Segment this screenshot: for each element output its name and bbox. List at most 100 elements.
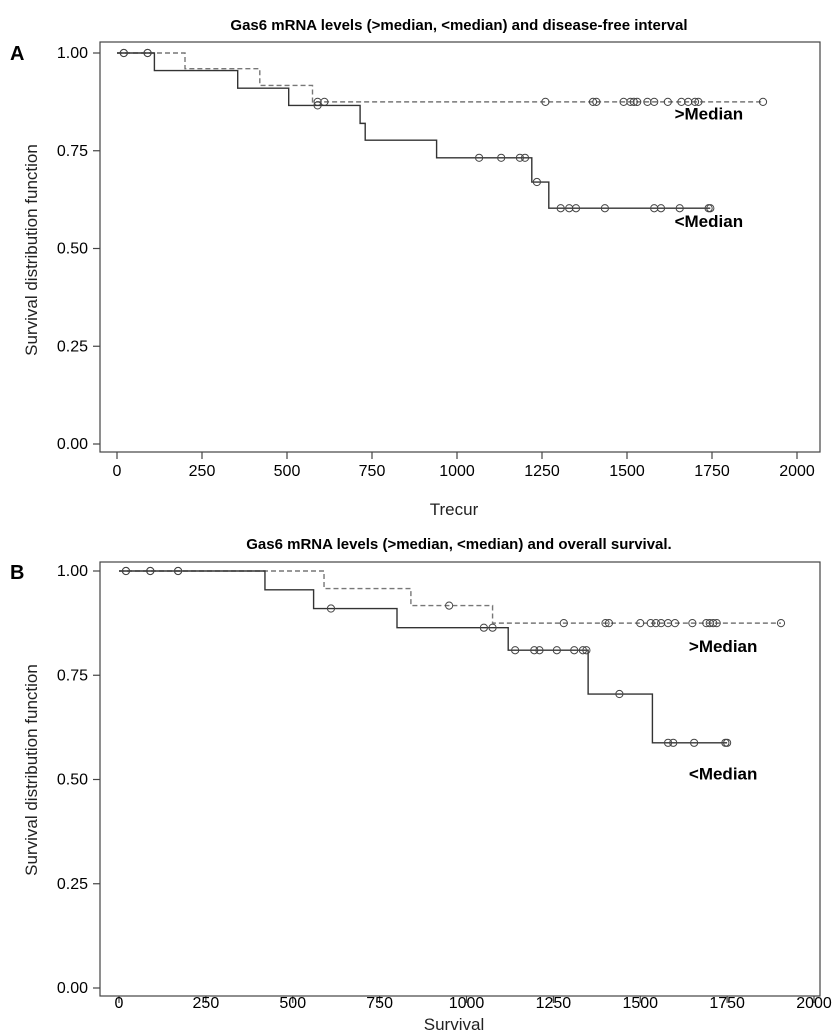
panel-b-below-median-censor-point <box>663 738 673 747</box>
panel-b-below-median-censor-point <box>552 646 561 655</box>
panel-b-x-tick-label: 1250 <box>536 995 572 1012</box>
panel-b-y-tick-label: 0.00 <box>57 980 88 997</box>
panel-a-above-median-censor-point <box>758 97 768 106</box>
panel-b-series-label: >Median <box>689 637 758 656</box>
panel-b-x-tick-label: 1500 <box>622 995 658 1012</box>
panel-a-below-median-censor-point <box>475 153 484 162</box>
panel-b-above-median-censor-point <box>559 619 568 628</box>
panel-b-below-median-censor-point <box>570 646 579 655</box>
panel-b-below-median-censor-point <box>723 738 732 747</box>
panel-b-below-median-censor-point <box>326 604 336 613</box>
panel-a-above-median-censor-point <box>592 97 601 106</box>
panel-a-below-median-censor-point <box>706 204 715 213</box>
panel-a-above-median-censor-point <box>633 97 642 106</box>
panel-b-series-label: <Median <box>689 765 758 784</box>
panel-a-above-median-censor-point <box>629 97 638 106</box>
panel-a-letter: A <box>10 43 24 65</box>
panel-b-x-tick-label: 2000 <box>796 995 832 1012</box>
panel-a-above-median-censor-point <box>588 97 598 106</box>
panel-a-y-axis-label: Survival distribution function <box>22 144 41 356</box>
panel-a-below-median-censor-point <box>656 204 666 213</box>
panel-b-letter: B <box>10 562 24 584</box>
panel-b-y-axis-label: Survival distribution function <box>22 664 41 876</box>
panel-b-below-median-censor-point <box>121 566 131 576</box>
panel-b-below-median-censor-point <box>615 689 624 699</box>
panel-b-below-median-censor-point <box>488 623 497 632</box>
panel-a-below-median-censor-point <box>600 204 610 213</box>
panel-b-below-median-censor-point <box>535 646 544 655</box>
panel-b-x-tick-label: 500 <box>279 995 306 1012</box>
panel-a-x-tick-label: 0 <box>113 463 122 480</box>
panel-a-marks: 0 250 500 750 1000 1250 1500 1750 2000 0.00 0.25 0.… <box>57 45 815 480</box>
panel-a-below-median-censor-point <box>515 153 525 162</box>
panel-b-above-median-censor-point <box>601 619 610 628</box>
panel-a-below-median-curve <box>117 52 711 209</box>
panel-b-title: Gas6 mRNA levels (>median, <median) and … <box>246 536 671 553</box>
panel-b-x-tick-label: 750 <box>366 995 393 1012</box>
panel-b-above-median-censor-point <box>688 619 697 628</box>
panel-b-above-median-censor-point <box>646 619 655 628</box>
panel-a-below-median-censor-point <box>571 204 581 213</box>
panel-b-above-median-censor-point <box>712 619 721 628</box>
panel-a-below-median-censor-point <box>556 204 565 213</box>
panel-a-below-median-censor-point <box>497 153 506 162</box>
panel-b-below-median-censor-point <box>146 566 155 576</box>
panel-b-x-tick-label: 250 <box>193 995 220 1012</box>
panel-b-y-tick-label: 0.50 <box>57 772 88 789</box>
panel-a-x-axis-label: Trecur <box>430 500 479 519</box>
panel-a-y-tick-label: 0.25 <box>57 338 88 355</box>
panel-b-above-median-censor-point <box>670 619 680 628</box>
panel-a-x-tick-label: 2000 <box>779 463 815 480</box>
panel-b-marks: 0 250 500 750 1000 1250 1500 1750 2000 0.00 0.25 0.… <box>57 563 832 1012</box>
panel-a-x-tick-label: 1500 <box>609 463 645 480</box>
panel-b-below-median-censor-point <box>173 566 183 576</box>
panel-b-above-median-censor-point <box>776 619 786 628</box>
panel-a: Gas6 mRNA levels (>median, <median) and … <box>10 17 821 519</box>
panel-b-above-median-censor-point <box>651 619 660 628</box>
panel-a-above-median-censor-point <box>694 97 703 106</box>
panel-b-above-median-censor-point <box>604 619 614 628</box>
panel-a-y-tick-label: 0.00 <box>57 436 88 453</box>
panel-a-above-median-curve <box>117 52 763 103</box>
panel-a-series-label: <Median <box>675 212 744 231</box>
panel-b-above-median-censor-point <box>636 619 645 628</box>
panel-b-below-median-curve <box>119 570 728 744</box>
panel-a-y-tick-label: 0.75 <box>57 143 88 160</box>
panel-a-below-median-censor-point <box>313 101 322 110</box>
panel-b-y-tick-label: 0.25 <box>57 876 88 893</box>
panel-b-x-tick-label: 1000 <box>449 995 485 1012</box>
panel-a-above-median-censor-point <box>541 97 550 106</box>
panel-b-x-tick-label: 1750 <box>709 995 745 1012</box>
panel-a-x-tick-label: 1250 <box>524 463 560 480</box>
panel-b-below-median-censor-point <box>530 646 539 655</box>
panel-a-x-tick-label: 250 <box>189 463 216 480</box>
panel-a-below-median-censor-point <box>532 177 542 187</box>
panel-a-y-tick-label: 0.50 <box>57 241 88 258</box>
panel-a-plot-frame <box>99 41 821 453</box>
panel-b-below-median-censor-point <box>669 738 678 747</box>
panel-a-y-tick-label: 1.00 <box>57 45 88 62</box>
panel-a-above-median-censor-point <box>663 97 672 106</box>
panel-b-y-tick-label: 1.00 <box>57 563 88 580</box>
panel-b-below-median-censor-point <box>690 738 699 747</box>
panel-a-above-median-censor-point <box>690 97 700 106</box>
panel-b-below-median-censor-point <box>479 623 488 632</box>
panel-b-x-tick-label: 0 <box>115 995 124 1012</box>
panel-a-x-tick-label: 1000 <box>439 463 475 480</box>
panel-a-title: Gas6 mRNA levels (>median, <median) and … <box>230 17 687 34</box>
panel-a-series-label: >Median <box>675 104 744 123</box>
panel-b-above-median-censor-point <box>709 619 718 628</box>
panel-a-x-tick-label: 500 <box>274 463 301 480</box>
panel-a-above-median-censor-point <box>650 97 659 106</box>
panel-a-x-tick-label: 1750 <box>694 463 730 480</box>
panel-b-above-median-censor-point <box>445 601 454 610</box>
panel-b-below-median-censor-point <box>511 646 520 655</box>
panel-a-below-median-censor-point <box>675 204 684 213</box>
panel-b: Gas6 mRNA levels (>median, <median) and … <box>10 536 832 1034</box>
panel-b-below-median-censor-point <box>582 646 591 655</box>
panel-a-below-median-censor-point <box>119 48 128 58</box>
panel-a-x-tick-label: 750 <box>359 463 386 480</box>
panel-b-y-tick-label: 0.75 <box>57 667 88 684</box>
panel-b-below-median-censor-point <box>578 646 588 655</box>
